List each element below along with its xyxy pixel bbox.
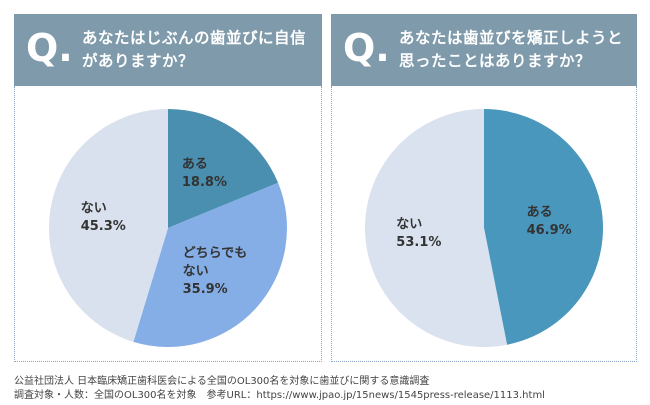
category-label: ない [396,217,423,233]
question-title: あなたは歯並びを矯正しようと思ったことはありますか？ [399,29,624,70]
panel-frame [14,86,322,362]
slice-label: ある 46.9% [527,204,572,240]
slice-label: ない 53.1% [396,216,441,252]
pie-slice [49,109,168,342]
question-mark: Q. [26,26,73,70]
footer-note: 調査対象・人数：全国のOL300名を対象 参考URL：https://www.j… [14,390,545,401]
pie-slice [133,182,287,347]
category-label: ある [526,204,553,220]
value-label: 45.3% [80,219,126,235]
question-header: Q. あなたはじぶんの歯並びに自信がありますか？ [14,14,322,86]
question-title: あなたはじぶんの歯並びに自信がありますか？ [82,29,307,70]
category-label: ない [80,201,107,217]
category-label: どちらでもない [182,246,248,280]
pie-slice [365,109,508,347]
value-label: 46.9% [526,222,572,238]
panel-frame [331,86,637,362]
value-label: 53.1% [396,235,442,251]
value-label: 35.9% [182,282,228,298]
value-label: 18.8% [181,174,227,190]
pie-slice [168,109,279,228]
question-header: Q. あなたは歯並びを矯正しようと思ったことはありますか？ [331,14,637,86]
footer-note: 公益社団法人 日本臨床矯正歯科医会による全国のOL300名を対象に歯並びに関する… [14,376,430,387]
question-mark: Q. [343,26,390,70]
category-label: ある [181,156,208,172]
slice-label: どちらでもない 35.9% [183,245,251,299]
slice-label: ある 18.8% [182,156,227,192]
slice-label: ない 45.3% [81,200,126,236]
pie-slice [484,109,604,345]
